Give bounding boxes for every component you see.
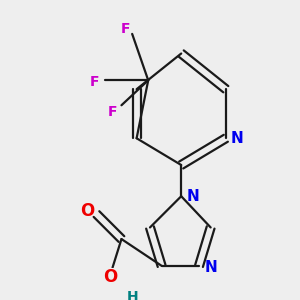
Text: F: F <box>120 22 130 36</box>
Text: O: O <box>80 202 95 220</box>
Text: H: H <box>126 290 138 300</box>
Text: N: N <box>186 189 199 204</box>
Text: N: N <box>230 131 243 146</box>
Text: F: F <box>108 105 117 119</box>
Text: F: F <box>90 75 99 89</box>
Text: O: O <box>103 268 117 286</box>
Text: N: N <box>204 260 217 275</box>
